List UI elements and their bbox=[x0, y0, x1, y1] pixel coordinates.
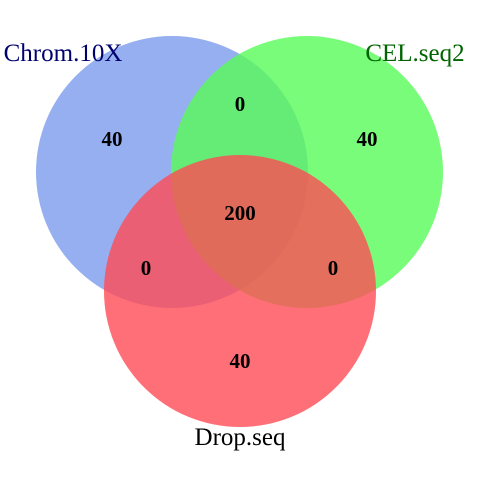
count-celseq2-dropseq: 0 bbox=[328, 256, 339, 280]
count-chrom10x-dropseq: 0 bbox=[141, 256, 152, 280]
count-chrom10x-celseq2: 0 bbox=[235, 92, 246, 116]
count-dropseq-only: 40 bbox=[230, 349, 251, 373]
set-label-chrom10x: Chrom.10X bbox=[4, 40, 123, 67]
set-label-celseq2: CEL.seq2 bbox=[365, 40, 464, 67]
set-label-dropseq: Drop.seq bbox=[195, 424, 286, 451]
count-all-three: 200 bbox=[224, 201, 256, 225]
count-celseq2-only: 40 bbox=[357, 127, 378, 151]
set-circle-dropseq bbox=[104, 155, 376, 427]
count-chrom10x-only: 40 bbox=[102, 127, 123, 151]
